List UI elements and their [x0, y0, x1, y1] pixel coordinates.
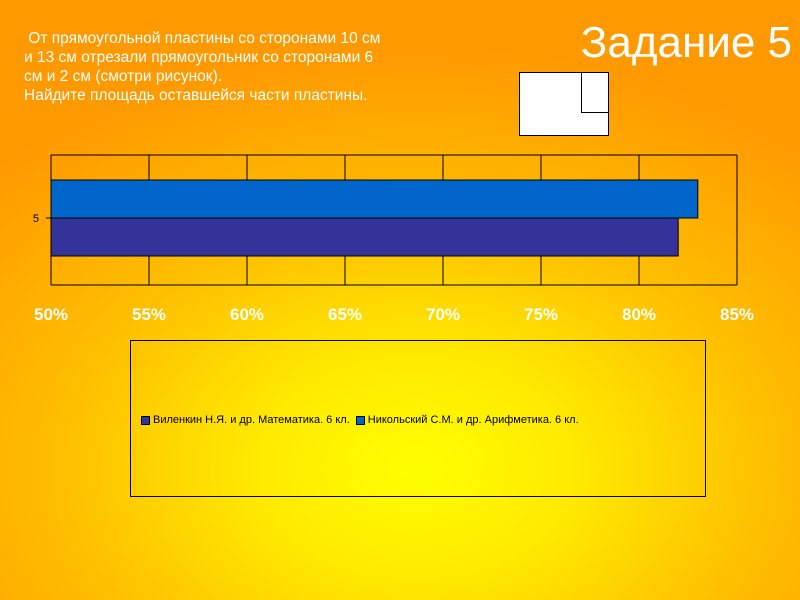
x-tick-label: 65% — [328, 305, 362, 324]
x-tick-label: 60% — [230, 305, 264, 324]
plate-figure — [519, 72, 609, 136]
x-tick-label: 70% — [426, 305, 460, 324]
x-tick-label: 50% — [34, 305, 68, 324]
x-tick-label: 75% — [524, 305, 558, 324]
x-tick-label: 55% — [132, 305, 166, 324]
x-tick-label: 80% — [622, 305, 656, 324]
legend-item: Никольский С.М. и др. Арифметика. 6 кл. — [355, 414, 579, 426]
task-line: От прямоугольной пластины со сторонами 1… — [24, 30, 381, 47]
slide-title: Задание 5 — [580, 18, 792, 67]
legend-label: Виленкин Н.Я. и др. Математика. 6 кл. — [153, 414, 350, 426]
legend-label: Никольский С.М. и др. Арифметика. 6 кл. — [367, 414, 579, 426]
cutout-rect — [581, 72, 609, 113]
bar-chart: 50% 55% 60% 65% 70% 75% 80% 85% 5 — [32, 154, 754, 324]
task-line: см и 2 см (смотри рисунок). — [24, 68, 223, 85]
chart-legend: Виленкин Н.Я. и др. Математика. 6 кл. Ни… — [130, 340, 706, 497]
y-tick-label: 5 — [33, 213, 39, 225]
x-tick-label: 85% — [720, 305, 754, 324]
bar — [50, 179, 699, 219]
legend-swatch — [141, 415, 150, 425]
task-line: и 13 см отрезали прямоугольник со сторон… — [24, 49, 374, 66]
legend-item: Виленкин Н.Я. и др. Математика. 6 кл. — [141, 414, 350, 426]
task-line: Найдите площадь оставшейся части пластин… — [24, 87, 368, 104]
legend-swatch — [355, 415, 365, 425]
bar — [50, 217, 679, 257]
task-text: От прямоугольной пластины со сторонами 1… — [24, 29, 494, 105]
